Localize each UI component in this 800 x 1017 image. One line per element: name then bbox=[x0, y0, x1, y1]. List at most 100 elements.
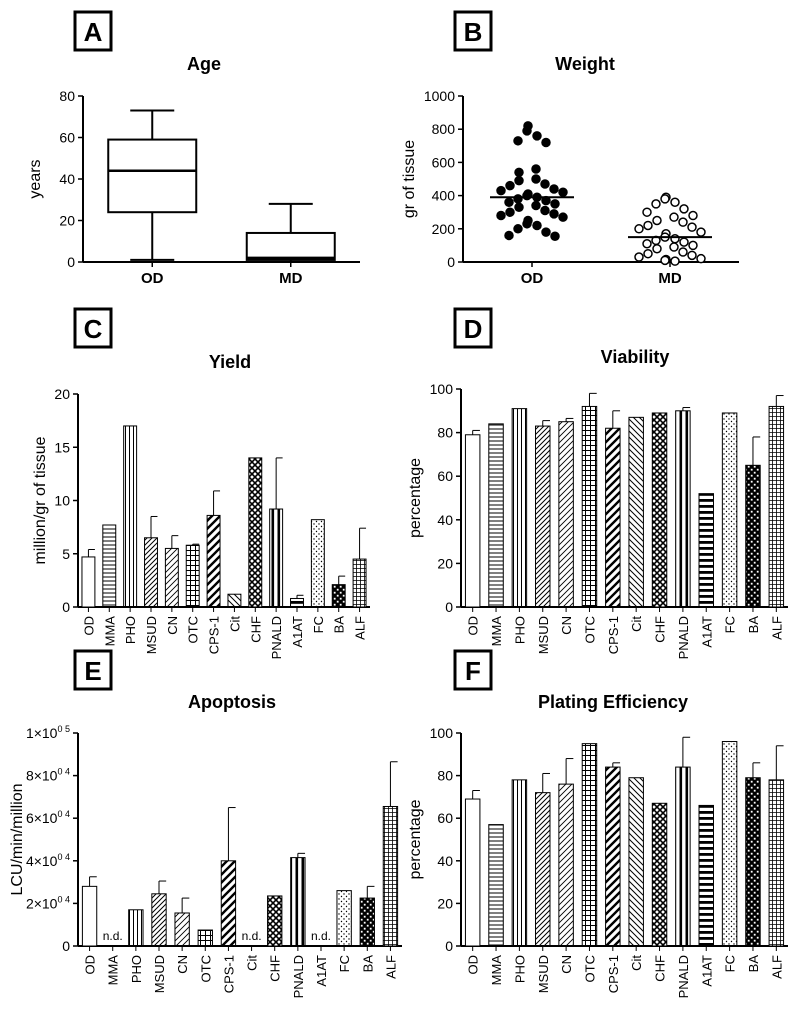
x-tick-label: BA bbox=[746, 955, 761, 973]
x-tick-label: Cit bbox=[629, 955, 644, 971]
panel-letter-box bbox=[73, 649, 113, 691]
chart-title: Weight bbox=[555, 54, 615, 74]
bar-alf bbox=[768, 779, 785, 947]
panel-letter: A bbox=[84, 17, 103, 47]
data-point bbox=[550, 231, 560, 242]
y-tick-label: 0 bbox=[62, 938, 70, 954]
x-tick-label: CPS-1 bbox=[606, 955, 621, 993]
bar-pnald bbox=[675, 410, 691, 608]
x-tick-label: A1AT bbox=[699, 616, 714, 648]
data-point bbox=[670, 234, 680, 244]
bar-fc bbox=[721, 741, 738, 947]
data-point bbox=[558, 187, 568, 198]
data-point bbox=[531, 200, 541, 211]
x-tick-label: CN bbox=[559, 955, 574, 974]
y-tick-label: 0 bbox=[445, 599, 453, 615]
y-tick-label: 80 bbox=[59, 88, 75, 104]
y-tick-base: 8×10 bbox=[26, 768, 58, 784]
x-tick-label: PHO bbox=[129, 955, 144, 983]
data-point bbox=[558, 212, 568, 222]
data-point bbox=[688, 240, 698, 251]
bar-od bbox=[81, 556, 96, 608]
panel-letter: B bbox=[464, 17, 483, 47]
x-tick-label: OTC bbox=[582, 616, 597, 643]
y-tick-base: 4×10 bbox=[26, 853, 58, 869]
data-point bbox=[513, 194, 523, 204]
chart-title: Age bbox=[187, 54, 221, 74]
bar-cit bbox=[628, 777, 644, 947]
x-tick-label: MD bbox=[279, 270, 302, 287]
x-tick-label: A1AT bbox=[314, 955, 329, 987]
x-tick-label: PNALD bbox=[676, 955, 691, 998]
data-point bbox=[522, 126, 532, 136]
y-tick-label: 40 bbox=[437, 512, 453, 528]
x-tick-label: Cit bbox=[629, 616, 644, 632]
bar-pnald bbox=[290, 857, 306, 947]
bar-pho bbox=[123, 425, 138, 608]
data-point bbox=[642, 207, 652, 217]
y-axis-label: LCU/min/million bbox=[9, 783, 26, 895]
panel-letter-box bbox=[453, 649, 493, 691]
bar-ba bbox=[331, 584, 346, 608]
bar-pho bbox=[511, 408, 528, 608]
panel-letter: E bbox=[84, 656, 101, 686]
bar-fc bbox=[310, 519, 325, 608]
bar-chf bbox=[651, 802, 668, 947]
y-tick-label: 80 bbox=[437, 425, 453, 441]
y-tick-base: 1×10 bbox=[26, 725, 58, 741]
x-tick-label: OD bbox=[521, 270, 544, 287]
y-tick-label: 10 bbox=[54, 493, 70, 509]
bar-cps-1 bbox=[220, 860, 237, 947]
data-point bbox=[504, 230, 514, 241]
x-tick-label: CPS-1 bbox=[606, 616, 621, 654]
data-point bbox=[513, 224, 523, 234]
data-point bbox=[678, 217, 688, 227]
bar-chf bbox=[651, 412, 668, 608]
x-tick-label: BA bbox=[332, 616, 347, 634]
data-point bbox=[549, 184, 559, 194]
y-axis-label: gr of tissue bbox=[401, 140, 418, 218]
bar-pho bbox=[511, 779, 528, 947]
y-axis-label: percentage bbox=[407, 458, 424, 538]
x-tick-label: Cit bbox=[227, 616, 242, 632]
data-point bbox=[514, 167, 524, 178]
y-tick-label: 60 bbox=[59, 130, 75, 146]
data-point bbox=[687, 222, 697, 232]
y-tick-exponent: 0 4 bbox=[57, 767, 70, 777]
bar-msud bbox=[144, 537, 158, 608]
x-tick-label: MSUD bbox=[536, 616, 551, 654]
x-tick-label: FC bbox=[311, 616, 326, 633]
data-point bbox=[550, 199, 560, 209]
y-tick-label: 20 bbox=[437, 555, 453, 571]
data-point bbox=[652, 243, 662, 254]
data-point bbox=[670, 256, 680, 266]
y-tick-label: 4×100 4 bbox=[26, 852, 70, 869]
y-tick-exponent: 0 4 bbox=[57, 852, 70, 862]
data-point bbox=[660, 255, 670, 266]
x-tick-label: ALF bbox=[383, 955, 398, 979]
data-point bbox=[513, 136, 523, 146]
y-tick-label: 60 bbox=[437, 468, 453, 484]
y-tick-label: 40 bbox=[437, 853, 453, 869]
chart-panel-c: C Yield million/gr of tissue 0 5 10 15 20 OD MMA P… bbox=[32, 307, 370, 659]
y-tick-label: 100 bbox=[430, 725, 454, 741]
y-tick-label: 1000 bbox=[424, 88, 455, 104]
x-tick-label: FC bbox=[337, 955, 352, 972]
x-tick-label: MMA bbox=[489, 955, 504, 986]
bar-msud bbox=[535, 425, 551, 608]
data-point bbox=[532, 220, 542, 231]
bar-cit bbox=[227, 593, 242, 608]
chart-title: Apoptosis bbox=[188, 692, 276, 712]
x-tick-label: MMA bbox=[489, 616, 504, 647]
y-tick-label: 400 bbox=[432, 188, 456, 204]
data-point bbox=[634, 224, 644, 234]
bar-cn bbox=[174, 912, 190, 947]
y-axis-label: years bbox=[27, 159, 44, 198]
x-tick-label: PNALD bbox=[291, 955, 306, 998]
data-point bbox=[687, 250, 697, 261]
bar-otc bbox=[581, 405, 598, 608]
y-tick-label: 20 bbox=[54, 386, 70, 402]
bar-cps-1 bbox=[605, 766, 621, 947]
y-tick-exponent: 0 4 bbox=[57, 894, 70, 904]
y-tick-label: 100 bbox=[430, 381, 454, 397]
